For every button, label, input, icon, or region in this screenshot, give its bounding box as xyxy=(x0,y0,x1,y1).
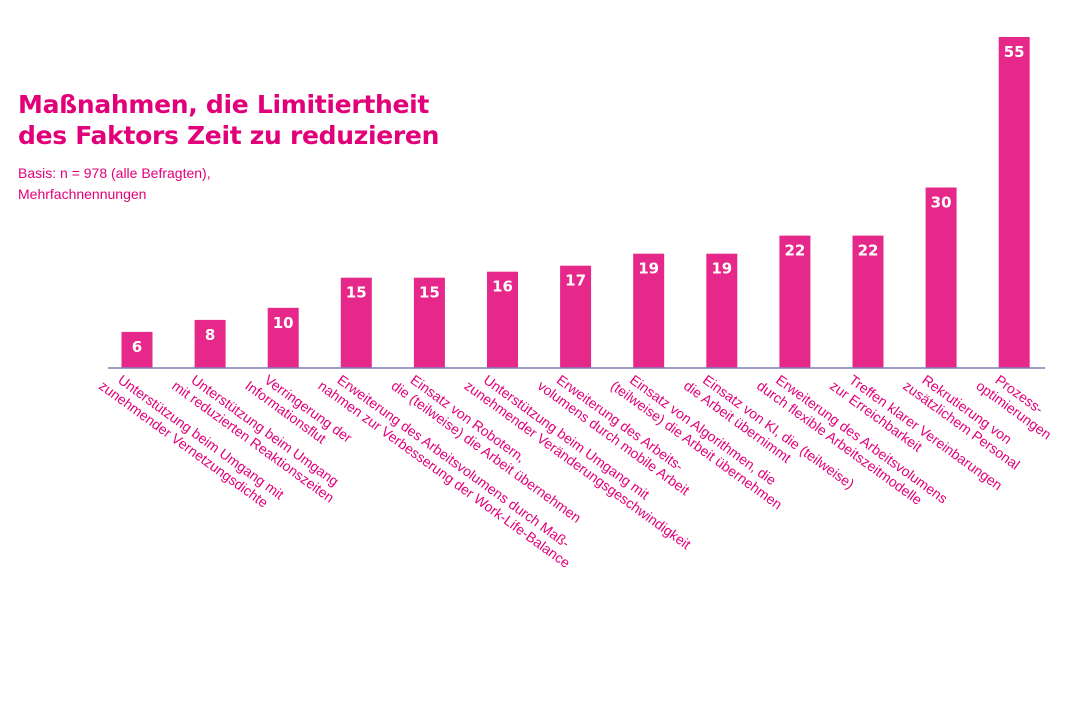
bar-value-label-5: 15 xyxy=(419,284,440,302)
bar-value-label-3: 10 xyxy=(273,314,294,332)
bars-group: 6 8 10 15 15 16 17 19 19 22 22 30 55 xyxy=(121,37,1030,368)
bar-7 xyxy=(560,265,592,368)
bar-6 xyxy=(487,271,518,368)
bar-value-label-8: 19 xyxy=(638,260,659,278)
bar-value-label-12: 30 xyxy=(931,194,952,212)
bar-8 xyxy=(633,253,665,368)
chart-title-line-2: des Faktors Zeit zu reduzieren xyxy=(18,121,440,150)
chart-header: Maßnahmen, die Limitiertheit des Faktors… xyxy=(18,89,440,205)
chart-subtitle-line-2: Mehrfachnennungen xyxy=(18,186,147,202)
bar-2 xyxy=(194,319,226,368)
bar-value-label-7: 17 xyxy=(565,272,586,290)
bar-value-label-10: 22 xyxy=(784,242,805,260)
bar-4 xyxy=(340,277,372,368)
bar-10 xyxy=(779,235,811,368)
bar-1 xyxy=(121,331,153,368)
bar-11 xyxy=(852,235,884,368)
bar-value-label-1: 6 xyxy=(132,338,142,356)
bar-9 xyxy=(706,253,738,368)
chart-subtitle-line-1: Basis: n = 978 (alle Befragten), xyxy=(18,165,211,181)
bar-value-label-6: 16 xyxy=(492,278,513,296)
chart-subtitle: Basis: n = 978 (alle Befragten), Mehrfac… xyxy=(18,163,438,205)
chart-title-line-1: Maßnahmen, die Limitiertheit xyxy=(18,90,430,119)
bar-value-label-11: 22 xyxy=(858,242,879,260)
category-labels-group: Unterstützung beim Umgang mitzunehmender… xyxy=(96,371,1054,570)
bar-value-label-13: 55 xyxy=(1004,43,1025,61)
bar-value-label-4: 15 xyxy=(346,284,367,302)
bar-5 xyxy=(413,277,445,368)
bar-value-label-9: 19 xyxy=(711,260,732,278)
bar-12 xyxy=(925,187,957,368)
bar-3 xyxy=(267,307,299,368)
bar-13 xyxy=(998,37,1030,368)
bar-value-label-2: 8 xyxy=(205,326,215,344)
